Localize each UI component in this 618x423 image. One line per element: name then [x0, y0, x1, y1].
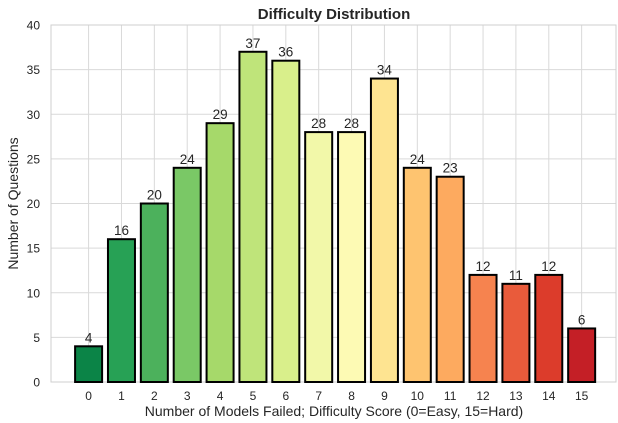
y-tick-label: 30	[27, 108, 41, 122]
bar	[402, 166, 432, 383]
bar	[74, 345, 104, 383]
x-tick-label: 13	[509, 389, 523, 403]
bar	[139, 202, 169, 383]
x-tick-label: 2	[151, 389, 158, 403]
data-label: 16	[114, 223, 129, 238]
data-labels: 4 16 20 24 29 37 36 28 28 34 24 23 12 11 12 6	[85, 36, 586, 346]
y-tick-label: 5	[33, 331, 40, 345]
bar	[304, 131, 334, 383]
x-tick-label: 0	[85, 389, 92, 403]
data-label: 28	[344, 116, 359, 131]
data-label: 29	[213, 107, 228, 122]
x-axis-label: Number of Models Failed; Difficulty Scor…	[145, 403, 523, 419]
x-tick-label: 8	[348, 389, 355, 403]
x-tick-label: 5	[250, 389, 257, 403]
x-tick-label: 7	[315, 389, 322, 403]
x-tick-label: 1	[118, 389, 125, 403]
y-tick-label: 10	[27, 286, 41, 300]
x-tick-label: 12	[476, 389, 490, 403]
data-label: 4	[85, 330, 93, 345]
x-tick-label: 15	[575, 389, 589, 403]
bar	[205, 122, 235, 384]
bar	[468, 273, 498, 383]
chart-title: Difficulty Distribution	[258, 6, 411, 23]
data-label: 20	[147, 188, 162, 203]
bar	[238, 50, 268, 384]
y-tick-label: 40	[27, 19, 41, 33]
x-tick-labels: 0 1 2 3 4 5 6 7 8 9 10 11 12 13 14 15	[85, 389, 588, 403]
y-tick-label: 0	[33, 376, 40, 390]
bar	[567, 327, 597, 384]
x-tick-label: 4	[217, 389, 224, 403]
data-label: 34	[377, 63, 393, 78]
y-tick-label: 35	[27, 63, 41, 77]
y-tick-label: 20	[27, 197, 41, 211]
data-label: 24	[410, 152, 426, 167]
bars	[74, 50, 597, 384]
y-axis-label: Number of Questions	[5, 137, 21, 269]
x-tick-label: 14	[542, 389, 556, 403]
data-label: 12	[541, 259, 556, 274]
x-tick-label: 9	[381, 389, 388, 403]
bar	[172, 166, 202, 383]
bar	[534, 273, 564, 383]
y-tick-label: 15	[27, 242, 41, 256]
x-tick-label: 6	[282, 389, 289, 403]
x-tick-label: 10	[411, 389, 425, 403]
bar	[271, 59, 301, 383]
data-label: 36	[278, 45, 293, 60]
y-tick-labels: 0 5 10 15 20 25 30 35 40	[27, 19, 41, 390]
data-label: 28	[311, 116, 326, 131]
y-tick-label: 25	[27, 152, 41, 166]
bar	[106, 238, 136, 383]
data-label: 12	[476, 259, 491, 274]
data-label: 23	[443, 161, 458, 176]
bar	[337, 131, 367, 383]
data-label: 37	[245, 36, 260, 51]
bar	[369, 77, 399, 384]
data-label: 11	[509, 268, 523, 283]
data-label: 6	[578, 312, 586, 327]
bar	[501, 282, 531, 384]
data-label: 24	[180, 152, 196, 167]
x-tick-label: 3	[184, 389, 191, 403]
bar	[435, 175, 465, 383]
plot-frame	[50, 24, 617, 383]
x-tick-label: 11	[444, 389, 457, 403]
